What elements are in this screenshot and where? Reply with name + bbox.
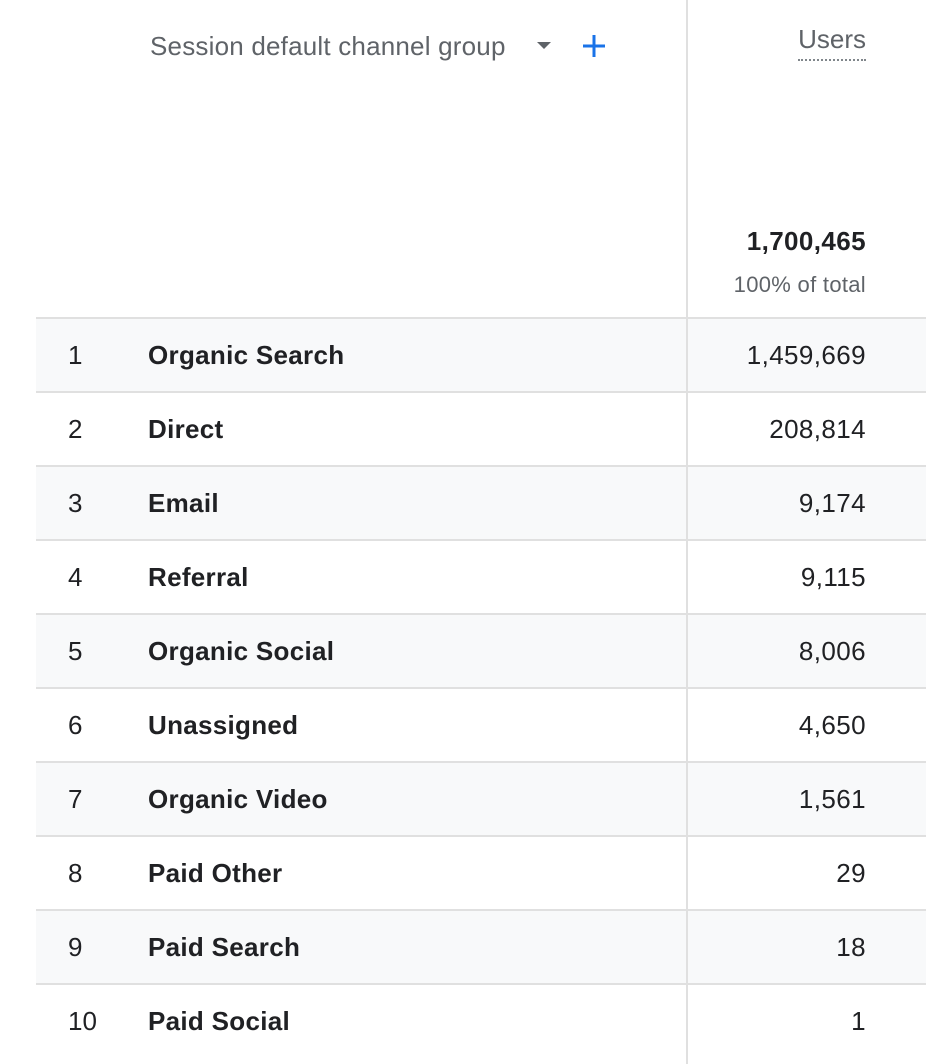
users-value: 208,814	[769, 414, 866, 444]
users-value: 1	[851, 1006, 866, 1036]
table-row[interactable]: 2 Direct 208,814	[36, 391, 926, 465]
row-index: 5	[68, 636, 83, 666]
row-index: 4	[68, 562, 83, 592]
row-index: 9	[68, 932, 83, 962]
row-index: 8	[68, 858, 83, 888]
row-index: 10	[68, 1006, 97, 1036]
channel-name: Paid Social	[148, 1006, 291, 1036]
table-row[interactable]: 1 Organic Search 1,459,669	[36, 317, 926, 391]
table-row[interactable]: 10 Paid Social 1	[36, 983, 926, 1057]
channel-name: Paid Other	[148, 858, 283, 888]
users-column-header[interactable]: Users	[798, 24, 866, 61]
users-total-value: 1,700,465	[746, 226, 866, 256]
users-total-percent: 100% of total	[733, 272, 866, 297]
plus-icon[interactable]	[576, 28, 612, 64]
channel-name: Referral	[148, 562, 249, 592]
table-row[interactable]: 5 Organic Social 8,006	[36, 613, 926, 687]
row-index: 7	[68, 784, 83, 814]
channel-name: Unassigned	[148, 710, 299, 740]
users-value: 1,459,669	[746, 340, 866, 370]
users-value: 29	[836, 858, 866, 888]
users-value: 9,174	[798, 488, 866, 518]
users-value: 9,115	[800, 562, 866, 592]
row-index: 6	[68, 710, 83, 740]
column-divider	[686, 0, 688, 1064]
channel-name: Direct	[148, 414, 224, 444]
dimension-header: Session default channel group	[150, 26, 612, 66]
table-row[interactable]: 4 Referral 9,115	[36, 539, 926, 613]
row-index: 2	[68, 414, 83, 444]
table-header: Session default channel group Users 1,70…	[0, 0, 926, 317]
channel-name: Organic Social	[148, 636, 335, 666]
table-row[interactable]: 9 Paid Search 18	[36, 909, 926, 983]
table-row[interactable]: 6 Unassigned 4,650	[36, 687, 926, 761]
table-body: 1 Organic Search 1,459,669 2 Direct 208,…	[36, 317, 926, 1057]
channel-name: Email	[148, 488, 219, 518]
users-value: 1,561	[798, 784, 866, 814]
row-index: 3	[68, 488, 83, 518]
table-row[interactable]: 3 Email 9,174	[36, 465, 926, 539]
table-row[interactable]: 8 Paid Other 29	[36, 835, 926, 909]
channel-name: Organic Search	[148, 340, 345, 370]
row-index: 1	[68, 340, 83, 370]
users-value: 18	[836, 932, 866, 962]
dimension-label[interactable]: Session default channel group	[150, 30, 506, 61]
channel-name: Organic Video	[148, 784, 328, 814]
channel-name: Paid Search	[148, 932, 301, 962]
users-value: 8,006	[798, 636, 866, 666]
arrow-drop-down-icon[interactable]	[530, 32, 558, 60]
users-value: 4,650	[798, 710, 866, 740]
table-row[interactable]: 7 Organic Video 1,561	[36, 761, 926, 835]
